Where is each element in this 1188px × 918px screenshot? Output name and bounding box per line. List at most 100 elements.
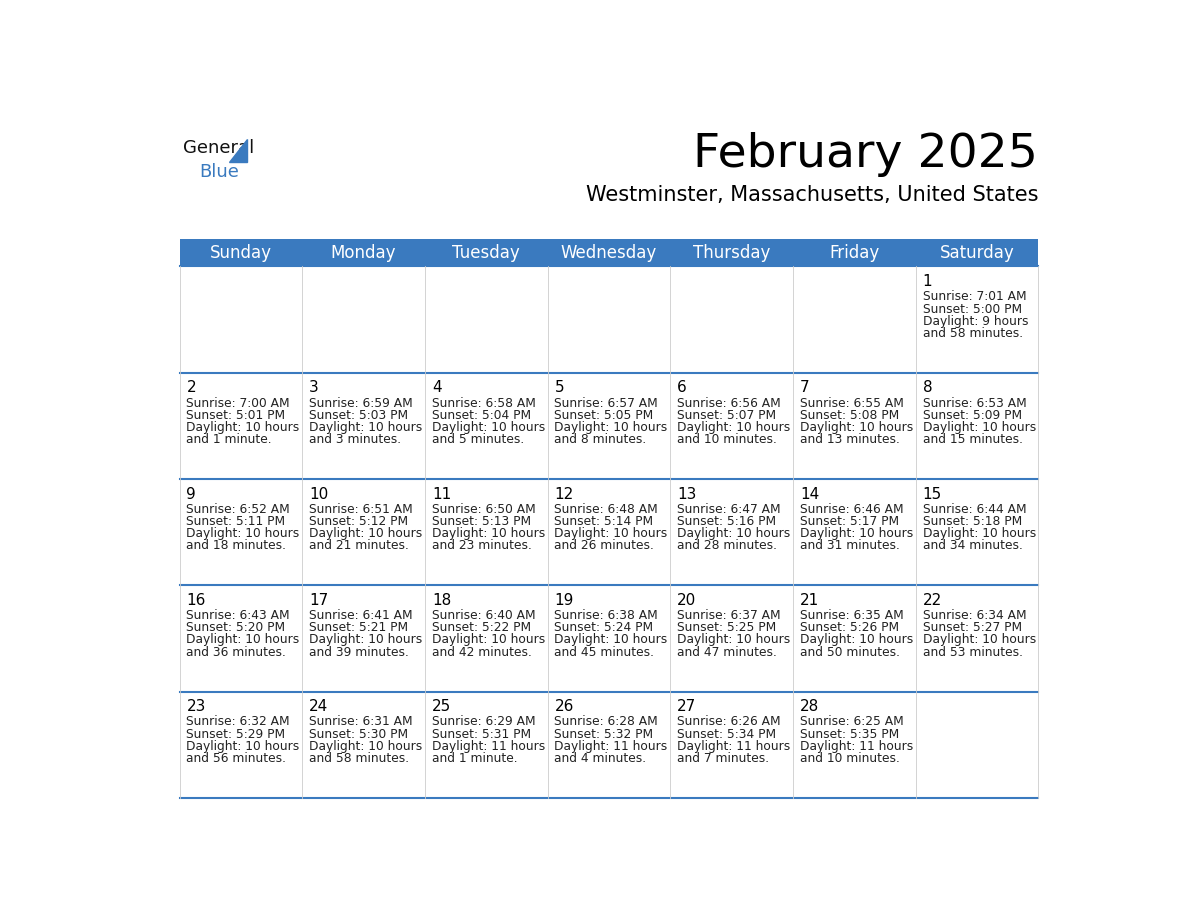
Text: and 39 minutes.: and 39 minutes.: [309, 645, 409, 658]
Text: Daylight: 11 hours: Daylight: 11 hours: [800, 740, 914, 753]
Text: Sunrise: 6:46 AM: Sunrise: 6:46 AM: [800, 503, 903, 516]
Text: Sunrise: 6:44 AM: Sunrise: 6:44 AM: [923, 503, 1026, 516]
Text: 27: 27: [677, 700, 696, 714]
Text: and 45 minutes.: and 45 minutes.: [555, 645, 655, 658]
Text: and 5 minutes.: and 5 minutes.: [431, 433, 524, 446]
Bar: [425, 586, 548, 691]
Text: Sunset: 5:27 PM: Sunset: 5:27 PM: [923, 621, 1022, 634]
Bar: [670, 691, 792, 798]
Text: and 3 minutes.: and 3 minutes.: [309, 433, 402, 446]
Text: Daylight: 10 hours: Daylight: 10 hours: [431, 633, 545, 646]
Text: Sunset: 5:30 PM: Sunset: 5:30 PM: [309, 728, 409, 741]
Text: Sunrise: 6:57 AM: Sunrise: 6:57 AM: [555, 397, 658, 409]
Text: and 42 minutes.: and 42 minutes.: [431, 645, 532, 658]
Text: Sunrise: 6:48 AM: Sunrise: 6:48 AM: [555, 503, 658, 516]
Text: 11: 11: [431, 487, 451, 502]
Text: 15: 15: [923, 487, 942, 502]
Bar: [548, 266, 670, 373]
Text: Daylight: 11 hours: Daylight: 11 hours: [431, 740, 545, 753]
Text: Sunset: 5:20 PM: Sunset: 5:20 PM: [187, 621, 285, 634]
Text: Sunrise: 6:56 AM: Sunrise: 6:56 AM: [677, 397, 781, 409]
Text: Daylight: 10 hours: Daylight: 10 hours: [187, 740, 299, 753]
Text: Tuesday: Tuesday: [453, 243, 520, 262]
Text: Daylight: 10 hours: Daylight: 10 hours: [555, 633, 668, 646]
Text: Sunset: 5:24 PM: Sunset: 5:24 PM: [555, 621, 653, 634]
Text: Daylight: 10 hours: Daylight: 10 hours: [677, 633, 790, 646]
Text: Saturday: Saturday: [940, 243, 1015, 262]
Bar: [916, 266, 1038, 373]
Bar: [548, 586, 670, 691]
Text: Sunrise: 6:29 AM: Sunrise: 6:29 AM: [431, 715, 536, 728]
Bar: [302, 586, 425, 691]
Text: and 58 minutes.: and 58 minutes.: [923, 327, 1023, 340]
Text: 17: 17: [309, 593, 328, 608]
Text: and 47 minutes.: and 47 minutes.: [677, 645, 777, 658]
Text: Sunset: 5:16 PM: Sunset: 5:16 PM: [677, 515, 776, 528]
Text: Blue: Blue: [200, 163, 240, 181]
Bar: [425, 266, 548, 373]
Text: 20: 20: [677, 593, 696, 608]
Text: Sunrise: 6:40 AM: Sunrise: 6:40 AM: [431, 610, 536, 622]
Text: and 28 minutes.: and 28 minutes.: [677, 540, 777, 553]
Text: 14: 14: [800, 487, 819, 502]
Bar: [916, 586, 1038, 691]
Text: 3: 3: [309, 380, 318, 396]
Text: 13: 13: [677, 487, 696, 502]
Bar: [916, 373, 1038, 479]
Text: Friday: Friday: [829, 243, 879, 262]
Bar: [670, 586, 792, 691]
Text: Monday: Monday: [330, 243, 397, 262]
Text: 18: 18: [431, 593, 451, 608]
Text: Daylight: 10 hours: Daylight: 10 hours: [309, 421, 423, 434]
Text: and 15 minutes.: and 15 minutes.: [923, 433, 1023, 446]
Text: and 34 minutes.: and 34 minutes.: [923, 540, 1023, 553]
Text: 2: 2: [187, 380, 196, 396]
Text: Sunset: 5:13 PM: Sunset: 5:13 PM: [431, 515, 531, 528]
Polygon shape: [229, 139, 247, 162]
Text: Daylight: 10 hours: Daylight: 10 hours: [800, 421, 914, 434]
Text: Sunrise: 6:50 AM: Sunrise: 6:50 AM: [431, 503, 536, 516]
Text: Sunset: 5:12 PM: Sunset: 5:12 PM: [309, 515, 409, 528]
Text: and 10 minutes.: and 10 minutes.: [677, 433, 777, 446]
Text: Sunset: 5:25 PM: Sunset: 5:25 PM: [677, 621, 777, 634]
Text: Sunset: 5:03 PM: Sunset: 5:03 PM: [309, 409, 409, 421]
Bar: [916, 479, 1038, 586]
Text: and 13 minutes.: and 13 minutes.: [800, 433, 899, 446]
Bar: [792, 266, 916, 373]
Text: 24: 24: [309, 700, 328, 714]
Text: and 53 minutes.: and 53 minutes.: [923, 645, 1023, 658]
Text: Daylight: 11 hours: Daylight: 11 hours: [677, 740, 790, 753]
Text: Sunset: 5:17 PM: Sunset: 5:17 PM: [800, 515, 899, 528]
Bar: [548, 373, 670, 479]
Text: Daylight: 10 hours: Daylight: 10 hours: [431, 421, 545, 434]
Text: 21: 21: [800, 593, 819, 608]
Bar: [179, 373, 302, 479]
Text: Westminster, Massachusetts, United States: Westminster, Massachusetts, United State…: [586, 185, 1038, 205]
Text: Sunrise: 6:47 AM: Sunrise: 6:47 AM: [677, 503, 781, 516]
Text: Sunset: 5:14 PM: Sunset: 5:14 PM: [555, 515, 653, 528]
Text: Sunset: 5:29 PM: Sunset: 5:29 PM: [187, 728, 285, 741]
Text: Sunset: 5:04 PM: Sunset: 5:04 PM: [431, 409, 531, 421]
Text: and 31 minutes.: and 31 minutes.: [800, 540, 899, 553]
Text: 9: 9: [187, 487, 196, 502]
Text: Sunrise: 6:59 AM: Sunrise: 6:59 AM: [309, 397, 413, 409]
Text: Sunday: Sunday: [210, 243, 272, 262]
Text: Sunrise: 6:31 AM: Sunrise: 6:31 AM: [309, 715, 412, 728]
Text: Sunrise: 6:43 AM: Sunrise: 6:43 AM: [187, 610, 290, 622]
Bar: [179, 586, 302, 691]
Text: Sunset: 5:31 PM: Sunset: 5:31 PM: [431, 728, 531, 741]
Text: 5: 5: [555, 380, 564, 396]
Text: February 2025: February 2025: [694, 132, 1038, 177]
Text: 28: 28: [800, 700, 819, 714]
Text: Sunset: 5:08 PM: Sunset: 5:08 PM: [800, 409, 899, 421]
Text: and 7 minutes.: and 7 minutes.: [677, 752, 770, 765]
Text: Daylight: 10 hours: Daylight: 10 hours: [555, 527, 668, 540]
Text: Sunset: 5:22 PM: Sunset: 5:22 PM: [431, 621, 531, 634]
Text: Thursday: Thursday: [693, 243, 770, 262]
Bar: [179, 479, 302, 586]
Bar: [302, 691, 425, 798]
Bar: [425, 373, 548, 479]
Text: Daylight: 10 hours: Daylight: 10 hours: [187, 633, 299, 646]
Text: Sunset: 5:07 PM: Sunset: 5:07 PM: [677, 409, 776, 421]
Bar: [670, 373, 792, 479]
